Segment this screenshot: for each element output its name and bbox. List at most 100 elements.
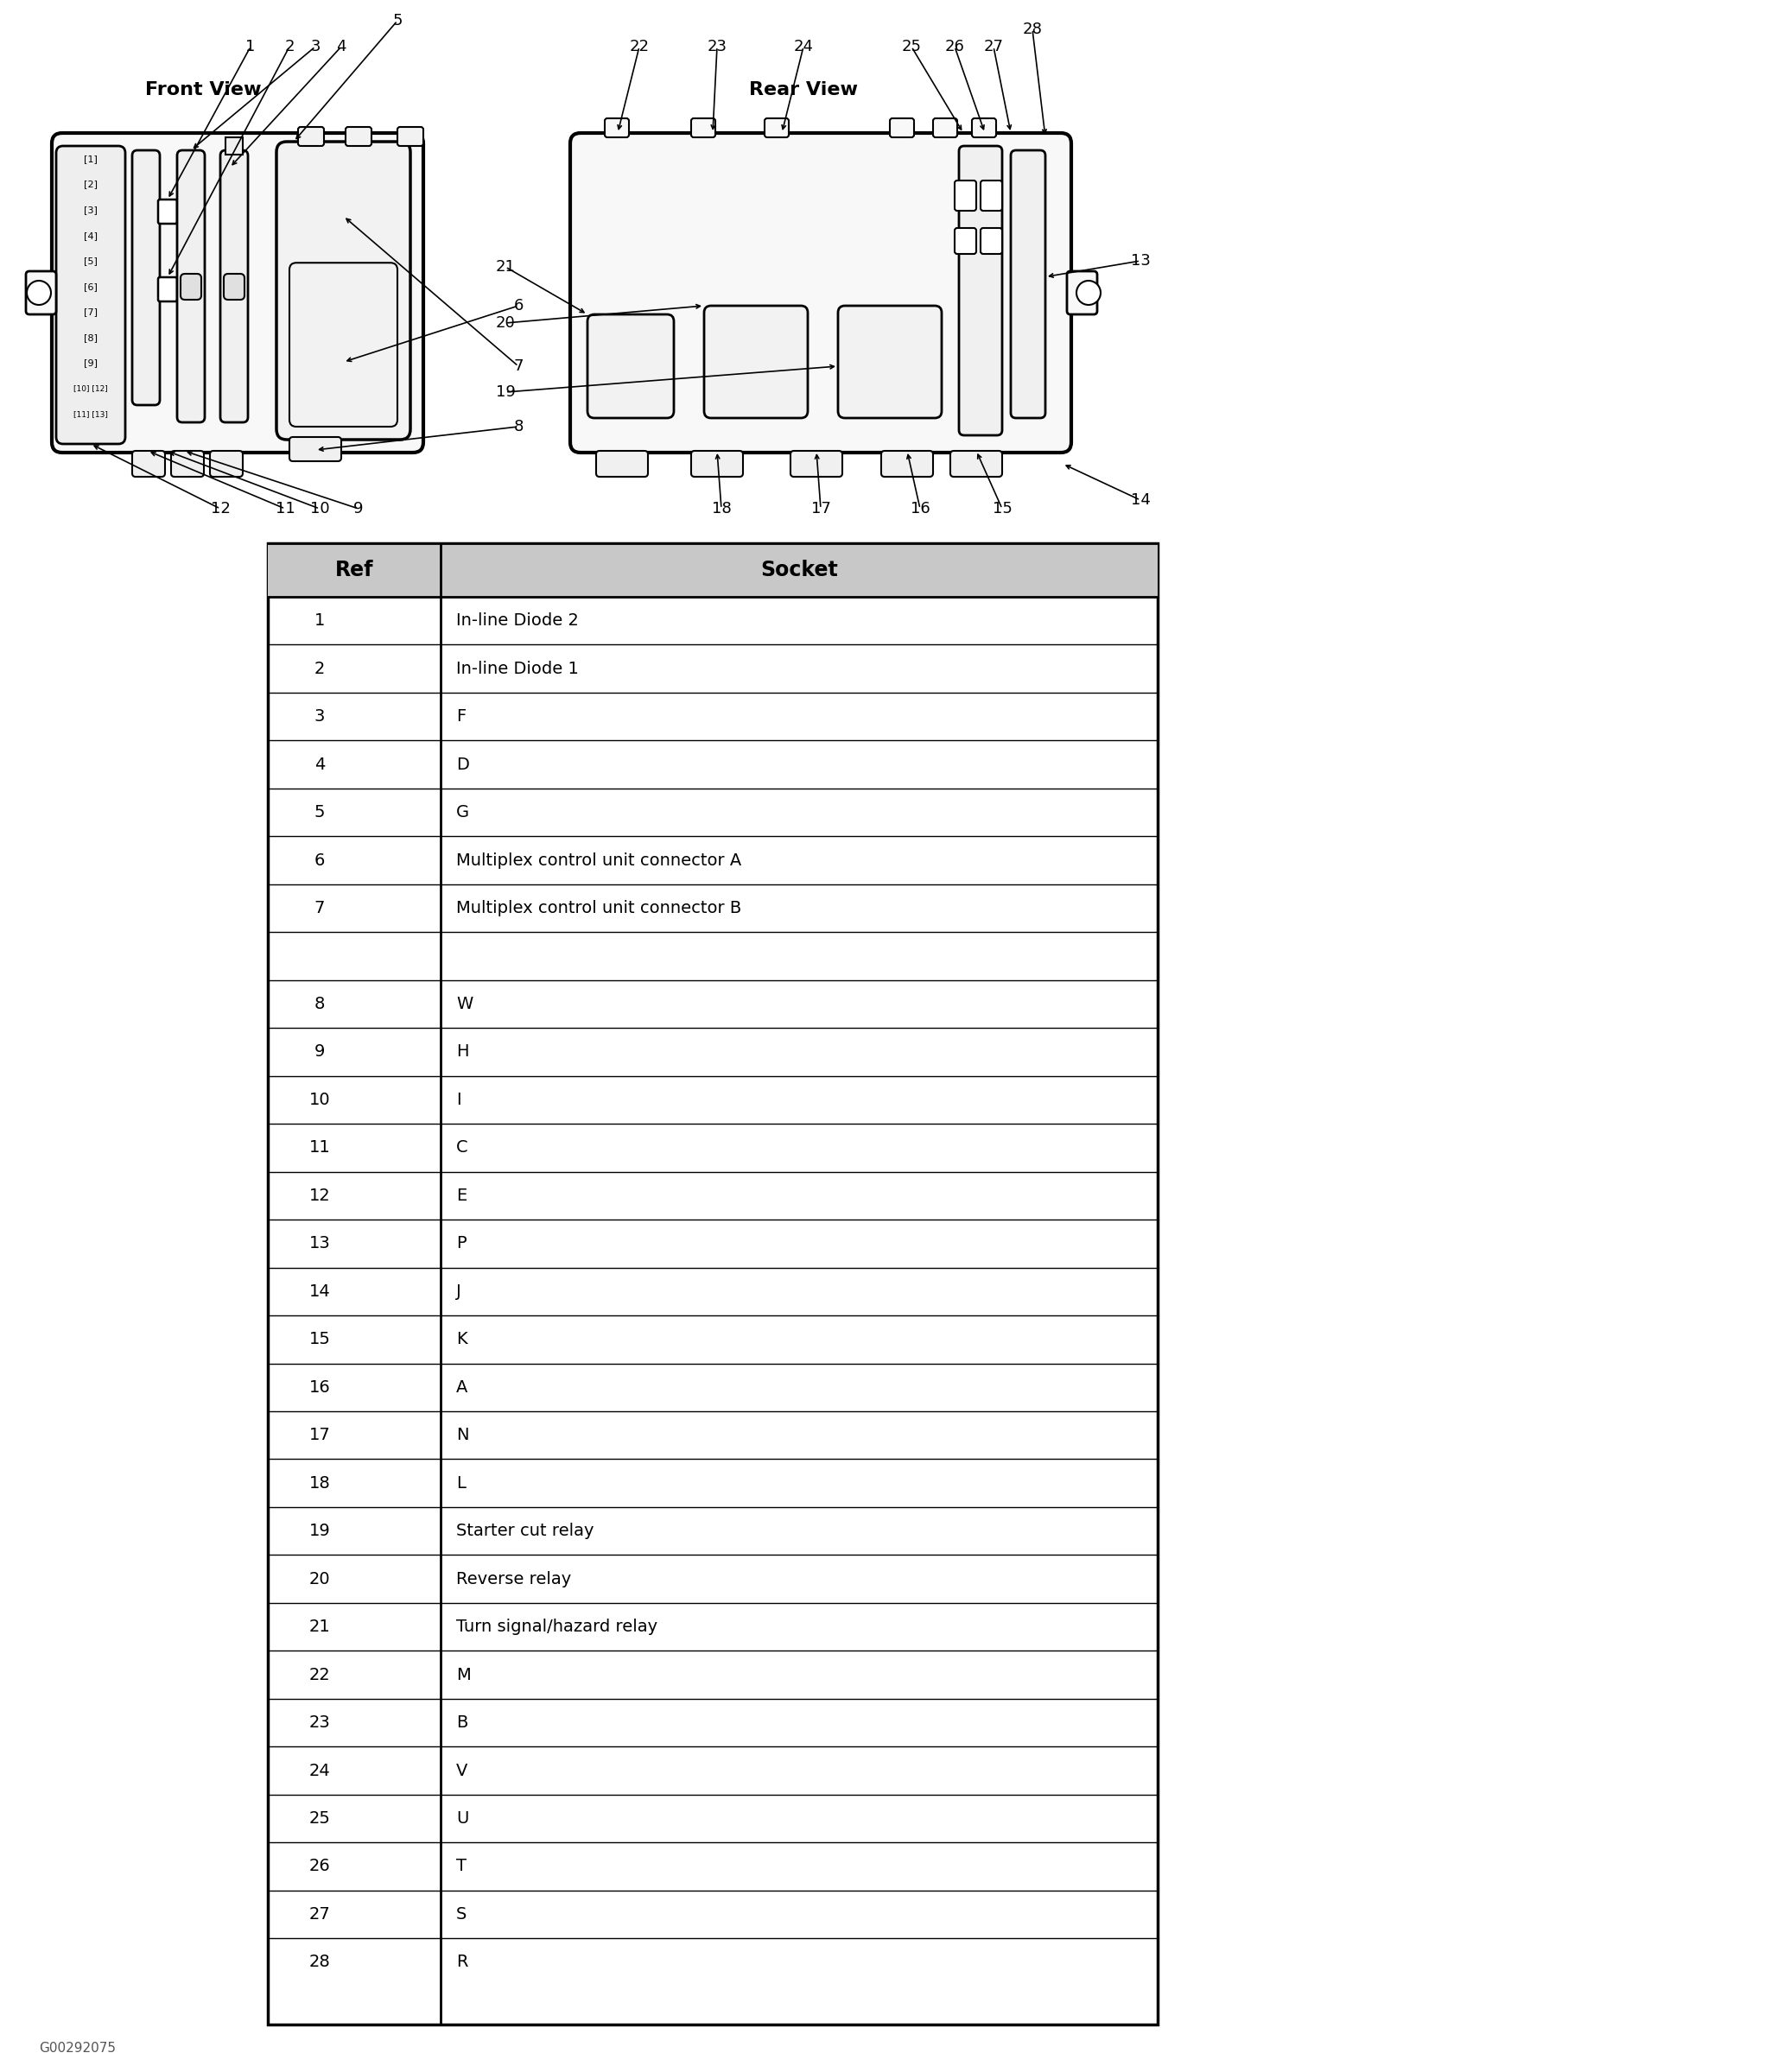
FancyBboxPatch shape bbox=[690, 118, 715, 137]
FancyBboxPatch shape bbox=[159, 278, 177, 300]
Text: Reverse relay: Reverse relay bbox=[457, 1571, 571, 1587]
Text: [9]: [9] bbox=[84, 358, 98, 367]
Text: V: V bbox=[457, 1763, 467, 1778]
Bar bbox=[225, 137, 243, 155]
Text: W: W bbox=[457, 997, 473, 1013]
Text: 4: 4 bbox=[314, 756, 325, 773]
FancyBboxPatch shape bbox=[346, 126, 371, 145]
FancyBboxPatch shape bbox=[838, 307, 942, 419]
Text: 17: 17 bbox=[309, 1428, 330, 1444]
Text: C: C bbox=[457, 1140, 467, 1156]
FancyBboxPatch shape bbox=[605, 118, 630, 137]
Text: S: S bbox=[457, 1906, 467, 1923]
FancyBboxPatch shape bbox=[890, 118, 913, 137]
FancyBboxPatch shape bbox=[289, 437, 341, 462]
Bar bbox=[268, 543, 1158, 597]
Text: 12: 12 bbox=[309, 1187, 330, 1204]
Text: In-line Diode 2: In-line Diode 2 bbox=[457, 613, 578, 630]
FancyBboxPatch shape bbox=[132, 452, 164, 477]
FancyBboxPatch shape bbox=[223, 274, 244, 300]
FancyBboxPatch shape bbox=[596, 452, 648, 477]
FancyBboxPatch shape bbox=[954, 180, 976, 211]
Text: 28: 28 bbox=[309, 1954, 330, 1970]
Text: 21: 21 bbox=[496, 259, 516, 276]
Circle shape bbox=[27, 280, 52, 305]
Text: [6]: [6] bbox=[84, 282, 98, 290]
Circle shape bbox=[1076, 280, 1101, 305]
Text: 10: 10 bbox=[309, 1092, 330, 1109]
Text: 9: 9 bbox=[314, 1044, 325, 1061]
FancyBboxPatch shape bbox=[298, 126, 325, 145]
Text: In-line Diode 1: In-line Diode 1 bbox=[457, 661, 578, 678]
Text: Turn signal/hazard relay: Turn signal/hazard relay bbox=[457, 1618, 658, 1635]
FancyBboxPatch shape bbox=[27, 271, 55, 315]
Text: 13: 13 bbox=[309, 1235, 330, 1251]
Text: N: N bbox=[457, 1428, 469, 1444]
Text: Rear View: Rear View bbox=[749, 81, 858, 99]
Text: 23: 23 bbox=[706, 39, 728, 54]
Text: 7: 7 bbox=[314, 899, 325, 916]
Text: J: J bbox=[457, 1283, 460, 1299]
FancyBboxPatch shape bbox=[55, 145, 125, 443]
Text: 25: 25 bbox=[901, 39, 921, 54]
FancyBboxPatch shape bbox=[951, 452, 1003, 477]
FancyBboxPatch shape bbox=[132, 151, 161, 404]
FancyBboxPatch shape bbox=[587, 315, 674, 419]
Text: 6: 6 bbox=[514, 298, 523, 313]
FancyBboxPatch shape bbox=[933, 118, 958, 137]
Text: 4: 4 bbox=[335, 39, 346, 54]
Text: 24: 24 bbox=[309, 1763, 330, 1778]
Text: 11: 11 bbox=[309, 1140, 330, 1156]
FancyBboxPatch shape bbox=[881, 452, 933, 477]
Text: E: E bbox=[457, 1187, 467, 1204]
Text: 6: 6 bbox=[314, 852, 325, 868]
Text: I: I bbox=[457, 1092, 460, 1109]
Text: G: G bbox=[457, 804, 469, 821]
Text: Starter cut relay: Starter cut relay bbox=[457, 1523, 594, 1539]
Text: Ref: Ref bbox=[335, 559, 373, 580]
Text: H: H bbox=[457, 1044, 469, 1061]
Text: 16: 16 bbox=[309, 1380, 330, 1397]
FancyBboxPatch shape bbox=[277, 141, 410, 439]
FancyBboxPatch shape bbox=[1012, 151, 1045, 419]
FancyBboxPatch shape bbox=[790, 452, 842, 477]
FancyBboxPatch shape bbox=[571, 133, 1070, 452]
Text: 19: 19 bbox=[496, 383, 516, 400]
Text: [4]: [4] bbox=[84, 232, 98, 240]
Text: 16: 16 bbox=[910, 501, 929, 516]
Text: D: D bbox=[457, 756, 469, 773]
FancyBboxPatch shape bbox=[690, 452, 742, 477]
Text: 22: 22 bbox=[309, 1666, 330, 1682]
Text: 26: 26 bbox=[309, 1859, 330, 1875]
Text: L: L bbox=[457, 1475, 466, 1492]
Text: G00292075: G00292075 bbox=[39, 2041, 116, 2055]
Text: M: M bbox=[457, 1666, 471, 1682]
Text: K: K bbox=[457, 1330, 467, 1347]
Bar bbox=[268, 543, 1158, 2024]
Text: 14: 14 bbox=[1131, 493, 1151, 508]
FancyBboxPatch shape bbox=[705, 307, 808, 419]
FancyBboxPatch shape bbox=[981, 180, 1003, 211]
Text: 23: 23 bbox=[309, 1714, 330, 1730]
Text: 28: 28 bbox=[1022, 21, 1042, 37]
Text: 20: 20 bbox=[309, 1571, 330, 1587]
FancyBboxPatch shape bbox=[171, 452, 203, 477]
FancyBboxPatch shape bbox=[765, 118, 789, 137]
Text: 8: 8 bbox=[514, 419, 523, 435]
Text: 27: 27 bbox=[309, 1906, 330, 1923]
Text: 17: 17 bbox=[812, 501, 831, 516]
Text: 18: 18 bbox=[712, 501, 731, 516]
FancyBboxPatch shape bbox=[972, 118, 995, 137]
FancyBboxPatch shape bbox=[219, 151, 248, 423]
FancyBboxPatch shape bbox=[177, 151, 205, 423]
Text: 18: 18 bbox=[309, 1475, 330, 1492]
Text: 13: 13 bbox=[1131, 253, 1151, 269]
Text: 2: 2 bbox=[314, 661, 325, 678]
FancyBboxPatch shape bbox=[180, 274, 202, 300]
Text: 3: 3 bbox=[314, 709, 325, 725]
FancyBboxPatch shape bbox=[960, 145, 1003, 435]
Text: 10: 10 bbox=[310, 501, 330, 516]
FancyBboxPatch shape bbox=[52, 133, 423, 452]
Text: 7: 7 bbox=[514, 358, 523, 373]
Text: 5: 5 bbox=[392, 12, 403, 29]
